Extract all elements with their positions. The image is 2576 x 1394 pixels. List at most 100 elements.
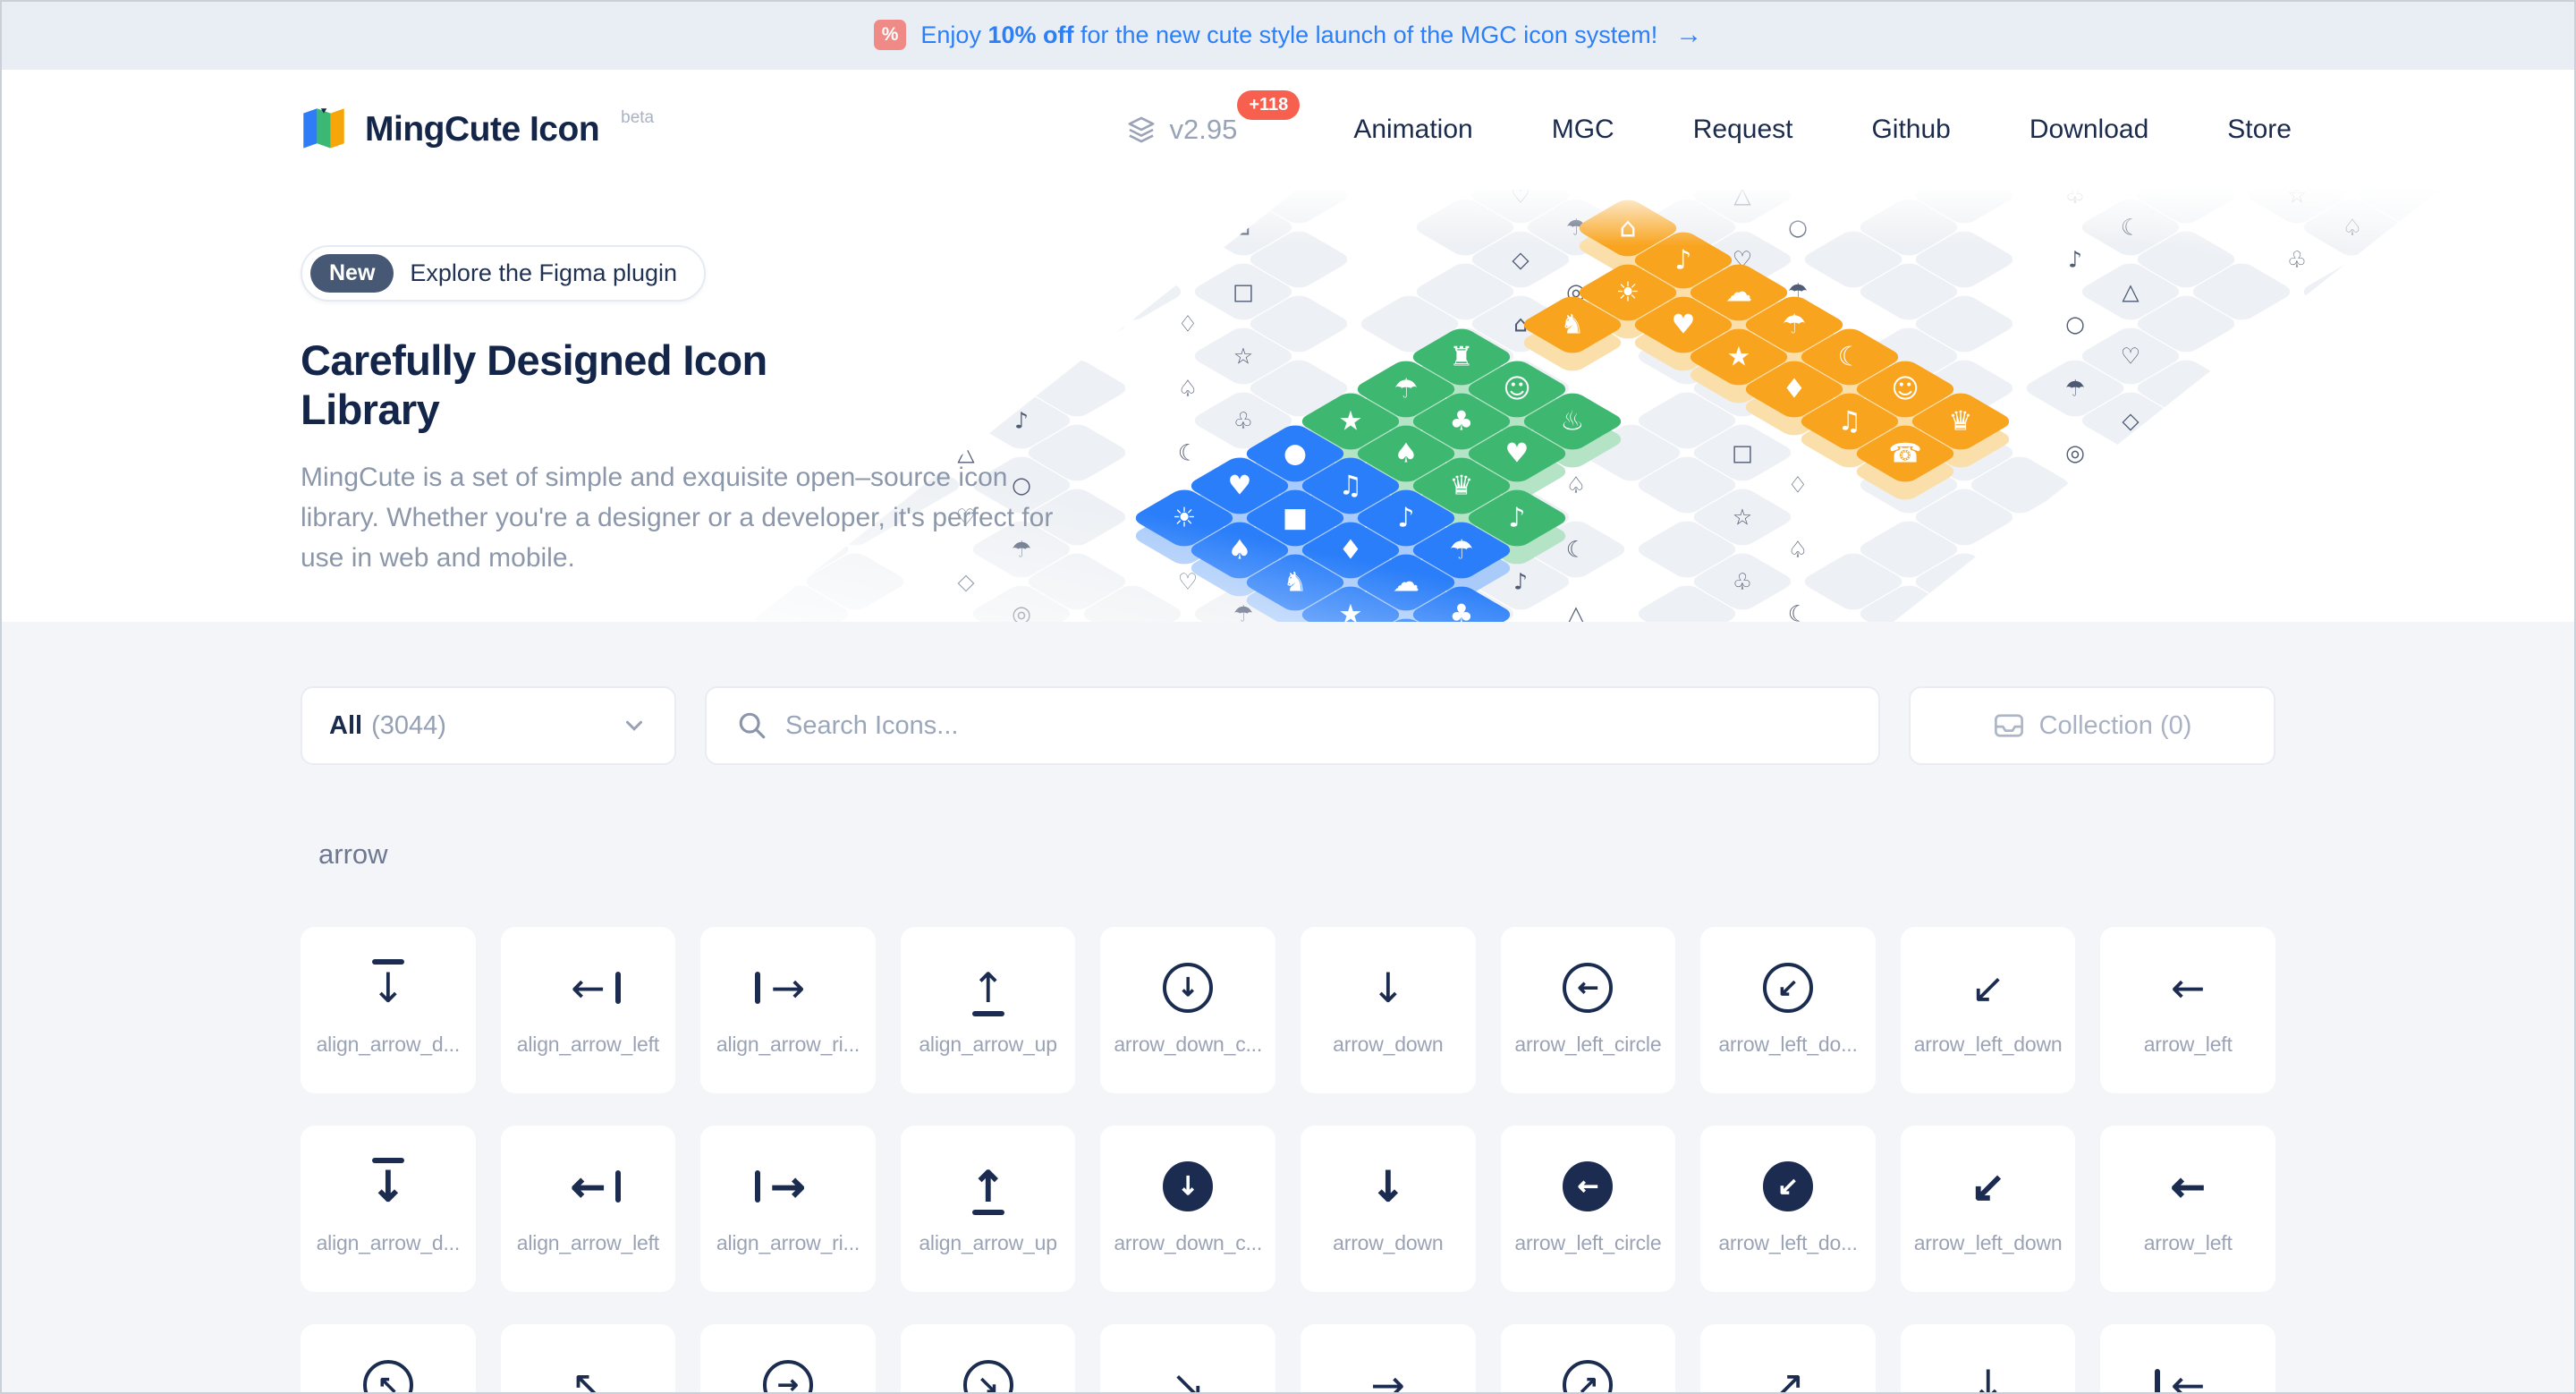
icon-card[interactable]: ← align_arrow_left	[500, 927, 676, 1093]
nav-store[interactable]: Store	[2227, 115, 2292, 144]
art-glyph-icon: ⌂	[2345, 536, 2360, 563]
icon-card[interactable]: ↓ align_arrow_d...	[301, 1126, 476, 1292]
nav-request[interactable]: Request	[1692, 115, 1793, 144]
icon-label: arrow_left_circle	[1514, 1033, 1662, 1056]
icon-card[interactable]: ↓ arrow_down_c...	[1100, 927, 1275, 1093]
figma-plugin-pill[interactable]: New Explore the Figma plugin	[301, 245, 707, 302]
circle-outline: ←	[1563, 963, 1614, 1013]
icon-card[interactable]: ← arrow_left	[2100, 927, 2275, 1093]
icon-card[interactable]: ↖	[500, 1324, 676, 1394]
arrow-glyph: ↙	[1970, 1162, 2006, 1211]
icon-card[interactable]: ← align_arrow_left	[500, 1126, 676, 1292]
circle-outline: ↗	[1563, 1360, 1614, 1394]
icon-label: align_arrow_left	[516, 1033, 659, 1056]
icon-card[interactable]: ↑ align_arrow_up	[900, 927, 1076, 1093]
art-tile	[2298, 259, 2407, 324]
align-bar	[971, 1210, 1004, 1215]
collection-button[interactable]: Collection (0)	[1909, 686, 2275, 765]
arrow-glyph: ←	[2170, 964, 2206, 1012]
icon-card[interactable]: ↑ align_arrow_up	[900, 1126, 1076, 1292]
promo-banner[interactable]: % Enjoy 10% off for the new cute style l…	[0, 0, 2576, 70]
arrow-icon: ↓	[339, 959, 437, 1016]
art-glyph-icon: △	[1567, 600, 1585, 623]
brand-logo[interactable]: MingCute Icon beta	[301, 106, 654, 153]
art-cube-glyph-icon: ♣	[1449, 405, 1474, 438]
art-cube-glyph-icon: ♦	[1338, 534, 1363, 566]
icon-card[interactable]: ↙ arrow_left_do...	[1700, 1126, 1876, 1292]
arrow-glyph: ↗	[1770, 1361, 1806, 1394]
arrow-glyph: ↙	[1777, 1171, 1800, 1201]
icon-card[interactable]: ↙ arrow_left_down	[1900, 927, 2076, 1093]
arrow-icon: ↖	[538, 1356, 637, 1394]
art-glyph-icon: ☆	[1732, 504, 1753, 531]
icon-card[interactable]: ↘	[900, 1324, 1076, 1394]
art-glyph-icon: ◇	[1512, 246, 1530, 273]
art-glyph-icon: ♤	[1787, 536, 1809, 563]
arrow-circle-icon: ↓	[1139, 1158, 1237, 1215]
icon-card[interactable]: → align_arrow_ri...	[700, 927, 876, 1093]
icon-card[interactable]: ↗	[1500, 1324, 1676, 1394]
icon-card[interactable]: ←	[2100, 1324, 2275, 1394]
hero-section: ☆ ☁ ◎ ♡ △ ♧ ☆ ♤ □ ⌂ ☂ ○ ☾ ♤ ♧ ♢ ☁ ◇ ♡ ♪ ♧ ☾ ☆ □ ◎ ☂ △ ☾ ♪ ♤ ♢ ⌂ ◇ ○ ♪ △ ♧ ☆ ☁ ◎…	[0, 190, 2576, 622]
category-dropdown[interactable]: All (3044)	[301, 686, 676, 765]
art-tile	[911, 356, 1021, 421]
icon-card[interactable]: ↖	[301, 1324, 476, 1394]
nav-download[interactable]: Download	[2029, 115, 2149, 144]
art-glyph-icon: △	[1733, 190, 1751, 208]
art-cube-glyph-icon: ☁	[1393, 566, 1419, 599]
nav-animation[interactable]: Animation	[1353, 115, 1473, 144]
brand-name: MingCute Icon	[365, 110, 600, 149]
circle-outline: ↖	[362, 1360, 413, 1394]
version-selector[interactable]: v2.95 +118	[1126, 90, 1301, 146]
collection-inbox-icon	[1994, 714, 2023, 737]
arrow-glyph: ←	[571, 964, 606, 1012]
arrow-icon: ↓	[339, 1158, 437, 1215]
icon-card[interactable]: ↘	[1100, 1324, 1275, 1394]
nav-github[interactable]: Github	[1871, 115, 1951, 144]
arrow-glyph: ↓	[370, 964, 406, 1012]
art-glyph-icon: ☁	[954, 190, 978, 208]
icon-card[interactable]: ← arrow_left_circle	[1500, 1126, 1676, 1292]
nav-mgc[interactable]: MGC	[1551, 115, 1614, 144]
arrow-circle-icon: ←	[1538, 959, 1637, 1016]
icon-card[interactable]: ← arrow_left_circle	[1500, 927, 1676, 1093]
beta-tag: beta	[621, 108, 655, 127]
art-glyph-icon: ♧	[2286, 246, 2308, 273]
icon-card[interactable]: ↙ arrow_left_down	[1900, 1126, 2076, 1292]
icon-card[interactable]: ↓ arrow_down_c...	[1100, 1126, 1275, 1292]
main-nav: Animation MGC Request Github Download St…	[1353, 115, 2292, 145]
icon-card[interactable]: ↓ align_arrow_d...	[301, 927, 476, 1093]
arrow-glyph: ↙	[1777, 973, 1800, 1002]
icon-card[interactable]: ← arrow_left	[2100, 1126, 2275, 1292]
art-tile	[2298, 582, 2407, 622]
art-cube-glyph-icon: ♛	[1948, 405, 1973, 438]
art-glyph-icon: ☂	[2064, 375, 2086, 402]
arrow-icon: ↓	[1339, 1158, 1437, 1215]
art-tile	[967, 259, 1076, 324]
arrow-icon: →	[739, 959, 837, 1016]
art-glyph-icon: ○	[1788, 214, 1808, 241]
icon-card[interactable]: →	[1301, 1324, 1476, 1394]
arrow-circle-icon: ↓	[1139, 959, 1237, 1016]
art-tile	[2520, 454, 2576, 517]
arrow-glyph: ↗	[1577, 1370, 1599, 1394]
art-tile	[2353, 356, 2440, 421]
icon-card[interactable]: ↓ arrow_down	[1301, 927, 1476, 1093]
art-glyph-icon: ☾	[1565, 536, 1587, 563]
icon-card[interactable]: → align_arrow_ri...	[700, 1126, 876, 1292]
search-input[interactable]	[785, 710, 1848, 741]
chevron-down-icon	[626, 720, 642, 731]
icon-card[interactable]: →	[700, 1324, 876, 1394]
art-tile	[2520, 196, 2576, 259]
art-cube-glyph-icon: ★	[1338, 405, 1363, 438]
art-glyph-icon: ☁	[2285, 568, 2309, 595]
icon-label: arrow_left_do...	[1718, 1033, 1858, 1056]
art-tile	[2076, 517, 2185, 582]
icon-card[interactable]: ↗	[1700, 1324, 1876, 1394]
art-tile	[2242, 485, 2351, 549]
icon-card[interactable]: ↓	[1900, 1324, 2076, 1394]
icon-card[interactable]: ↙ arrow_left_do...	[1700, 927, 1876, 1093]
art-glyph-icon: ♤	[1177, 375, 1199, 402]
icon-card[interactable]: ↓ arrow_down	[1301, 1126, 1476, 1292]
art-glyph-icon: ♪	[1513, 568, 1528, 595]
